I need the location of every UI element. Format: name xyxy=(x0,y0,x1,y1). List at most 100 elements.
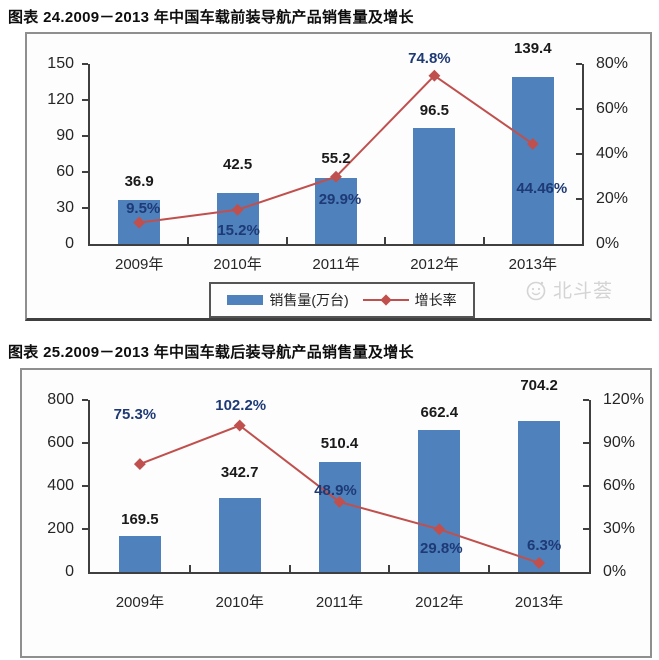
line-marker-diamond xyxy=(133,458,146,471)
right-axis-tick-label: 20% xyxy=(596,190,629,207)
right-axis-tick xyxy=(576,153,582,155)
bar-value-label: 510.4 xyxy=(320,435,359,453)
y-axis-tick-label: 800 xyxy=(47,391,74,408)
y-axis-tick-label: 120 xyxy=(47,91,74,108)
right-axis-tick xyxy=(576,198,582,200)
x-axis-tick xyxy=(285,237,288,244)
legend-entry-sales: 销售量(万台) xyxy=(227,290,349,310)
y-axis-tick xyxy=(82,207,88,209)
y-axis-tick-label: 200 xyxy=(47,520,74,537)
line-marker-diamond xyxy=(428,69,441,82)
y-axis-tick-label: 400 xyxy=(47,477,74,494)
figure-25-chart-canvas: 0 200 400 600 800 0% 30% 60% 90% 120% 169.5 342.7 51… xyxy=(20,368,652,658)
watermark: 北斗荟 xyxy=(524,276,613,303)
growth-rate-label: 29.9% xyxy=(318,190,362,208)
right-axis-line xyxy=(582,64,584,246)
right-axis-line xyxy=(589,400,591,574)
figure-24-chart-canvas: 0 30 60 90 120 150 0% 20% 40% 60% 80% 36.9 42.5 55.2 9… xyxy=(25,32,652,321)
x-axis-label: 2010年 xyxy=(213,256,262,273)
x-axis-tick xyxy=(488,565,491,572)
y-axis-tick-label: 150 xyxy=(47,55,74,72)
growth-rate-label: 74.8% xyxy=(408,49,451,67)
bar xyxy=(511,76,554,244)
y-axis-tick xyxy=(82,485,88,487)
right-axis-tick xyxy=(583,485,589,487)
bar-value-label: 36.9 xyxy=(124,172,154,190)
x-axis-label: 2013年 xyxy=(508,256,557,273)
x-axis-tick xyxy=(188,565,191,572)
y-axis-tick xyxy=(82,99,88,101)
right-axis-tick-label: 60% xyxy=(596,100,629,117)
growth-rate-label: 29.8% xyxy=(420,540,463,558)
growth-rate-label: 9.5% xyxy=(126,199,161,217)
right-axis-tick-label: 60% xyxy=(603,477,636,494)
legend-growth-label: 增长率 xyxy=(414,292,457,308)
bar xyxy=(218,498,261,572)
right-axis-tick-label: 90% xyxy=(603,434,636,451)
bar xyxy=(315,177,357,244)
right-axis-tick-label: 30% xyxy=(603,520,636,537)
y-axis-tick xyxy=(82,528,88,530)
bar xyxy=(318,462,361,572)
right-axis-tick xyxy=(583,399,589,401)
line-marker-diamond xyxy=(233,419,246,432)
right-axis-tick-label: 80% xyxy=(596,55,629,72)
figure-24-title: 图表 24.2009－2013 年中国车载前装导航产品销售量及增长 xyxy=(8,9,414,26)
legend-entry-growth: 增长率 xyxy=(362,290,457,310)
bar-value-label: 55.2 xyxy=(321,149,351,167)
y-axis-tick-label: 90 xyxy=(56,127,74,144)
smiley-logo-icon xyxy=(526,281,546,300)
legend-bar-swatch xyxy=(227,295,264,305)
bar-value-label: 342.7 xyxy=(220,464,259,482)
legend-line-sample xyxy=(362,293,409,306)
y-axis-tick xyxy=(82,399,88,401)
y-axis-tick xyxy=(82,135,88,137)
y-axis-tick-label: 0 xyxy=(65,563,74,580)
y-axis-tick-label: 30 xyxy=(56,199,74,216)
bar-value-label: 662.4 xyxy=(420,403,459,421)
y-axis-tick-label: 60 xyxy=(56,163,74,180)
bar-value-label: 96.5 xyxy=(419,102,449,120)
growth-rate-label: 6.3% xyxy=(526,536,562,554)
bar-value-label: 169.5 xyxy=(121,510,159,528)
growth-rate-label: 75.3% xyxy=(113,406,157,424)
bar-value-label: 704.2 xyxy=(520,376,558,394)
x-axis-label: 2011年 xyxy=(312,256,360,273)
x-axis-label: 2009年 xyxy=(115,256,164,273)
left-axis-line xyxy=(88,400,90,574)
y-axis-tick xyxy=(82,63,88,65)
bar xyxy=(118,535,161,572)
watermark-text: 北斗荟 xyxy=(553,281,614,302)
bar xyxy=(413,128,456,244)
x-axis-tick xyxy=(388,565,391,572)
growth-rate-label: 48.9% xyxy=(314,481,357,499)
right-axis-tick-label: 0% xyxy=(596,235,620,252)
figure-25-title: 图表 25.2009－2013 年中国车载后装导航产品销售量及增长 xyxy=(8,344,414,361)
bar-value-label: 42.5 xyxy=(222,156,253,173)
legend-line-diamond-icon xyxy=(379,293,392,306)
right-axis-tick-label: 40% xyxy=(596,145,629,162)
x-axis-tick xyxy=(482,237,485,244)
x-axis-tick xyxy=(384,237,387,244)
y-axis-tick-label: 0 xyxy=(65,235,74,252)
y-axis-tick xyxy=(82,442,88,444)
y-axis-tick-label: 600 xyxy=(47,434,74,451)
growth-rate-label: 15.2% xyxy=(217,221,260,239)
y-axis-tick xyxy=(82,171,88,173)
right-axis-tick-label: 0% xyxy=(603,563,627,580)
x-axis-tick xyxy=(288,565,291,572)
bar-value-label: 139.4 xyxy=(514,39,552,57)
x-axis-line xyxy=(88,244,584,246)
x-axis-label: 2012年 xyxy=(410,256,459,273)
right-axis-tick xyxy=(583,442,589,444)
right-axis-tick xyxy=(576,108,582,110)
right-axis-tick xyxy=(576,63,582,65)
growth-rate-label: 44.46% xyxy=(516,179,568,197)
growth-rate-label: 102.2% xyxy=(215,396,267,414)
left-axis-line xyxy=(88,64,90,246)
right-axis-tick xyxy=(583,528,589,530)
x-axis-line xyxy=(88,572,591,574)
legend-sales-label: 销售量(万台) xyxy=(269,292,349,308)
chart-legend: 销售量(万台) 增长率 xyxy=(209,282,475,318)
x-axis-tick xyxy=(187,237,190,244)
